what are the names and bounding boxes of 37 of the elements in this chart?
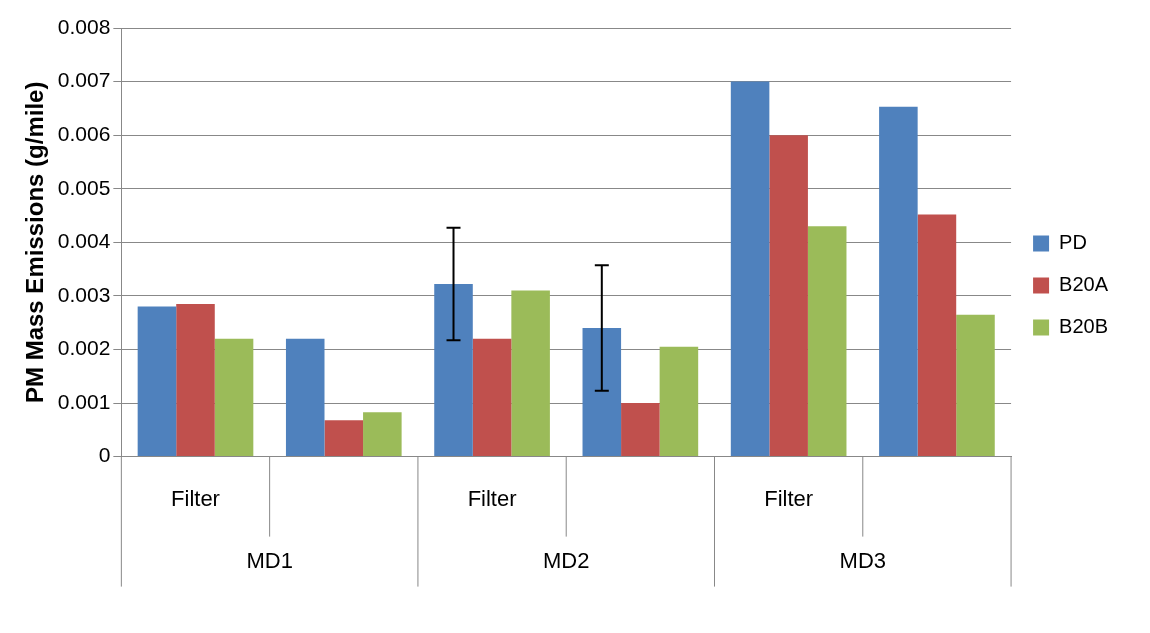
bar: [807, 226, 847, 457]
text: MD2: [542, 547, 590, 573]
x-tick-label: Filter: [764, 485, 814, 511]
bar: [434, 284, 473, 457]
bar: [472, 338, 512, 457]
bar: [176, 303, 215, 457]
bar: [917, 214, 957, 457]
bar: [363, 412, 402, 457]
bar: [769, 135, 808, 457]
y-tick-label: 0.001: [57, 389, 111, 413]
bar: [324, 420, 364, 457]
y-tick-label: 0.005: [57, 175, 111, 199]
bar: [730, 81, 770, 457]
bar: [659, 346, 699, 457]
bar: [582, 328, 622, 457]
y-tick-label: 0: [98, 443, 111, 467]
bar: [285, 338, 325, 457]
y-tick-label: 0.003: [57, 282, 111, 306]
x-tick-label: Filter: [467, 485, 517, 511]
bar: [621, 403, 660, 457]
y-tick-label: 0.004: [57, 229, 111, 253]
legend-label: B20A: [1059, 273, 1109, 296]
x-tick-label: Filter: [171, 485, 220, 511]
y-tick-label: 0.007: [57, 68, 111, 92]
text: MD1: [246, 547, 293, 573]
y-tick-label: 0.008: [57, 14, 111, 38]
bar: [214, 338, 254, 457]
bar: [511, 290, 550, 457]
y-tick-label: 0.002: [57, 336, 111, 360]
bar: [956, 314, 995, 457]
y-tick-label: 0.006: [57, 121, 111, 145]
text: MD3: [839, 547, 887, 573]
bar: [879, 106, 918, 457]
legend-label: B20B: [1059, 315, 1109, 338]
legend-label: PD: [1059, 231, 1087, 254]
y-axis-title: PM Mass Emissions (g/mile): [21, 81, 49, 404]
bar: [137, 306, 177, 457]
